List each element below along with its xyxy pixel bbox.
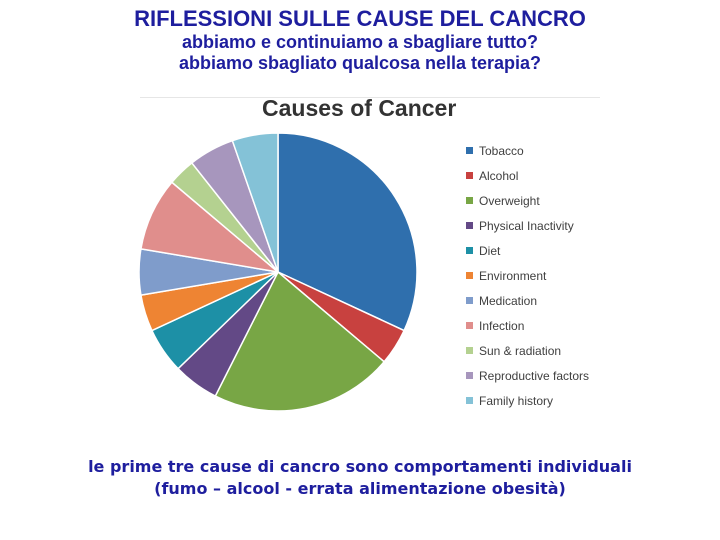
legend-swatch <box>466 347 473 354</box>
header: RIFLESSIONI SULLE CAUSE DEL CANCRO abbia… <box>0 6 720 74</box>
subtitle-line-1: abbiamo e continuiamo a sbagliare tutto? <box>181 32 539 52</box>
footer-line-2: (fumo – alcool - errata alimentazione ob… <box>154 479 566 498</box>
legend-label: Reproductive factors <box>479 368 590 383</box>
chart-title: Causes of Cancer <box>262 95 457 121</box>
subtitle-line-2: abbiamo sbagliato qualcosa nella terapia… <box>178 53 542 73</box>
legend-swatch <box>466 222 473 229</box>
legend-item: Reproductive factors <box>466 363 589 388</box>
legend-label: Medication <box>479 293 538 308</box>
legend-label: Diet <box>479 243 501 258</box>
legend-label: Overweight <box>479 193 540 208</box>
legend-item: Alcohol <box>466 163 589 188</box>
legend-label: Family history <box>479 393 554 408</box>
legend-swatch <box>466 197 473 204</box>
legend-swatch <box>466 247 473 254</box>
legend-item: Infection <box>466 313 589 338</box>
legend-label: Environment <box>479 268 547 283</box>
legend-label: Alcohol <box>479 168 519 183</box>
legend-label: Infection <box>479 318 525 333</box>
legend-label: Physical Inactivity <box>479 218 574 233</box>
legend-swatch <box>466 322 473 329</box>
legend-item: Environment <box>466 263 589 288</box>
divider <box>140 97 600 98</box>
pie-slice-family-history <box>231 132 279 273</box>
legend-swatch <box>466 272 473 279</box>
legend-swatch <box>466 372 473 379</box>
footer-line-1: le prime tre cause di cancro sono compor… <box>88 457 632 476</box>
legend-swatch <box>466 397 473 404</box>
footer: le prime tre cause di cancro sono compor… <box>0 456 720 500</box>
legend-item: Diet <box>466 238 589 263</box>
legend-label: Tobacco <box>479 143 524 158</box>
page-title: RIFLESSIONI SULLE CAUSE DEL CANCRO <box>134 6 586 31</box>
legend-item: Tobacco <box>466 138 589 163</box>
legend-item: Family history <box>466 388 589 413</box>
chart-legend: Tobacco Alcohol Overweight Physical Inactiv… <box>466 138 589 413</box>
legend-label: Sun & radiation <box>479 343 562 358</box>
legend-swatch <box>466 172 473 179</box>
legend-swatch <box>466 147 473 154</box>
legend-item: Physical Inactivity <box>466 213 589 238</box>
legend-item: Medication <box>466 288 589 313</box>
legend-item: Overweight <box>466 188 589 213</box>
legend-item: Sun & radiation <box>466 338 589 363</box>
pie-slice-overweight <box>214 270 386 412</box>
pie-slice-tobacco <box>277 132 418 332</box>
legend-swatch <box>466 297 473 304</box>
